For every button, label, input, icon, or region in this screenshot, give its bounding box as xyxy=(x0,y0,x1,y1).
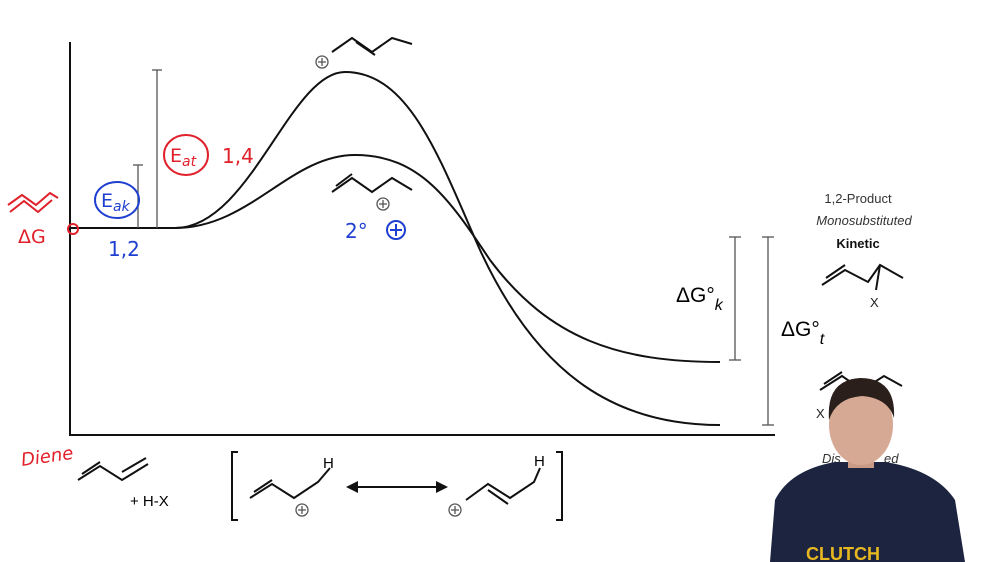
substituent-x: X xyxy=(870,295,879,310)
molecules xyxy=(7,36,904,521)
presenter: CLUTCH xyxy=(770,378,965,562)
product-control: Kinetic xyxy=(836,236,879,251)
eat-circle xyxy=(163,134,209,176)
shirt-text: CLUTCH xyxy=(806,544,880,562)
dgt-label: ΔG°t xyxy=(781,318,825,348)
blue-plus-cross xyxy=(390,224,402,236)
h-left: H xyxy=(323,455,334,472)
type-partial-end: ed xyxy=(884,451,899,466)
arrow-head-left xyxy=(346,481,358,493)
plus-charges xyxy=(295,55,462,517)
substituent-x-14: X xyxy=(816,406,825,421)
secondary-label: 2° xyxy=(345,219,368,243)
arrow-head-right xyxy=(436,481,448,493)
dgk-label: ΔG°k xyxy=(676,284,724,314)
diene-label: Diene xyxy=(20,443,75,471)
eak-circle xyxy=(94,181,140,219)
red-origin xyxy=(67,223,79,235)
dg-label: ΔG xyxy=(18,226,46,248)
activation-bars xyxy=(133,69,162,228)
product-type: Monosubstituted xyxy=(816,213,912,228)
kinetic-curve xyxy=(174,153,721,363)
label-14: 1,4 xyxy=(222,144,254,168)
h-right: H xyxy=(534,453,545,470)
product-title: 1,2-Product xyxy=(824,191,892,206)
eak-label: Eak xyxy=(101,190,131,215)
reagent: + H-X xyxy=(130,493,169,510)
thermodynamic-curve xyxy=(174,70,721,426)
eat-label: Eat xyxy=(170,145,197,170)
delta-g-brackets xyxy=(729,236,774,426)
label-12: 1,2 xyxy=(108,237,140,261)
blue-plus xyxy=(386,220,406,240)
